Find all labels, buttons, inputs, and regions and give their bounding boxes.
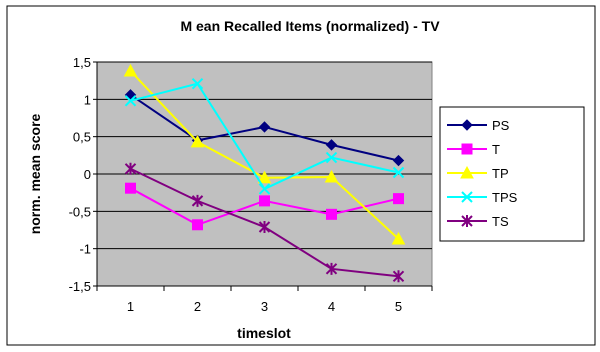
x-tick-label: 3 (261, 299, 268, 314)
data-point-tps (124, 95, 137, 107)
data-point-ts (325, 262, 338, 275)
y-tick-label: 1 (84, 92, 91, 107)
legend-label-ps: PS (492, 118, 510, 133)
data-point-tp (190, 134, 205, 148)
data-point-tp (391, 231, 406, 245)
legend-marker-t (461, 143, 473, 155)
data-point-ps (258, 121, 271, 133)
x-axis-title: timeslot (237, 325, 291, 341)
data-point-ps (325, 139, 338, 151)
data-point-ps (392, 154, 405, 167)
data-point-t (259, 195, 270, 207)
axes: 1,5 1 0,5 0 -0,5 -1 -1,5 1 2 3 4 5 (69, 55, 433, 314)
y-tick-label: 0,5 (73, 130, 91, 145)
y-tick-label: 1,5 (73, 55, 91, 70)
data-point-t (125, 182, 136, 194)
y-axis-title: norm. mean score (27, 113, 43, 234)
x-tick-label: 1 (127, 299, 134, 314)
data-point-tps (191, 77, 204, 90)
chart-title: M ean Recalled Items (normalized) - TV (180, 18, 440, 34)
y-tick-label: -1 (79, 242, 91, 257)
data-point-t (326, 208, 337, 220)
legend: PS T TP TPS TS (447, 118, 518, 229)
legend-marker-ts (461, 215, 473, 227)
data-point-tp (324, 169, 339, 183)
y-tick-label: 0 (84, 167, 91, 182)
data-point-tp (123, 63, 138, 77)
data-point-tps (325, 151, 338, 164)
data-point-ts (124, 162, 137, 175)
legend-label-tp: TP (492, 166, 509, 181)
data-point-tps (392, 166, 405, 179)
data-point-ts (258, 221, 271, 234)
x-tick-label: 5 (395, 299, 402, 314)
legend-label-ts: TS (492, 214, 509, 229)
series-layer (123, 63, 406, 283)
data-point-ts (191, 194, 204, 207)
legend-label-t: T (492, 142, 500, 157)
x-tick-label: 4 (328, 299, 335, 314)
y-tick-label: -1,5 (69, 279, 91, 294)
y-tick-label: -0,5 (69, 204, 91, 219)
data-point-tps (258, 183, 271, 195)
data-point-tp (257, 170, 272, 184)
data-point-t (393, 193, 404, 205)
legend-marker-ps (461, 119, 473, 131)
data-point-t (192, 219, 203, 231)
legend-marker-tp (460, 165, 474, 179)
legend-label-tps: TPS (492, 190, 518, 205)
legend-marker-tps (461, 191, 473, 203)
data-point-ts (392, 270, 405, 283)
x-tick-label: 2 (194, 299, 201, 314)
